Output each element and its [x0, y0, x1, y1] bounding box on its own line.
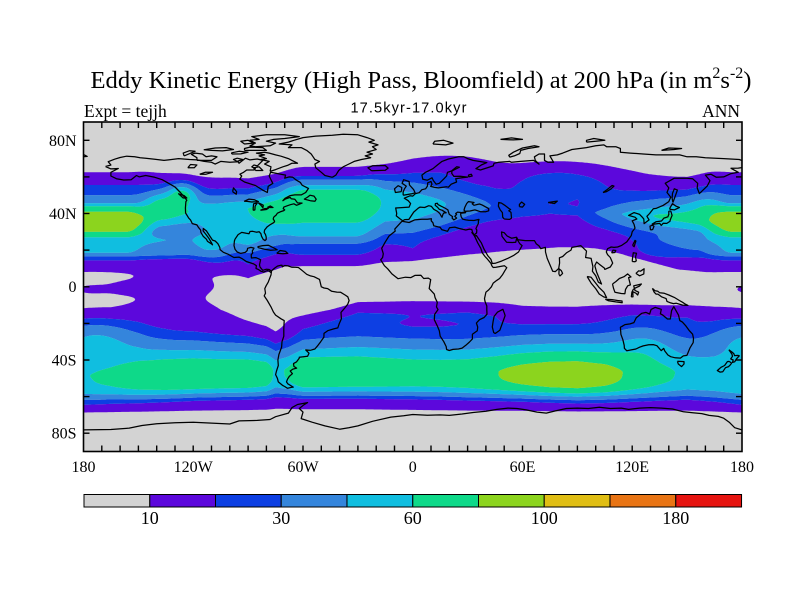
svg-text:17.5kyr-17.0kyr: 17.5kyr-17.0kyr [350, 101, 467, 117]
svg-text:Eddy Kinetic Energy (High Pass: Eddy Kinetic Energy (High Pass, Bloomfie… [91, 65, 752, 94]
svg-text:0: 0 [409, 459, 417, 476]
svg-text:Expt = tejjh: Expt = tejjh [84, 101, 167, 121]
svg-text:180: 180 [72, 459, 96, 476]
svg-text:100: 100 [531, 508, 558, 528]
svg-text:180: 180 [730, 459, 754, 476]
svg-text:40S: 40S [52, 353, 77, 370]
svg-text:120E: 120E [615, 459, 649, 476]
svg-text:30: 30 [272, 508, 290, 528]
svg-text:60: 60 [404, 508, 422, 528]
svg-text:10: 10 [141, 508, 159, 528]
svg-text:180: 180 [662, 508, 689, 528]
svg-text:ANN: ANN [702, 101, 740, 121]
svg-text:40N: 40N [49, 206, 77, 223]
svg-text:60E: 60E [510, 459, 536, 476]
svg-text:120W: 120W [174, 459, 214, 476]
svg-text:0: 0 [69, 279, 77, 296]
svg-text:80N: 80N [49, 133, 77, 150]
svg-text:60W: 60W [287, 459, 319, 476]
svg-text:80S: 80S [52, 426, 77, 443]
